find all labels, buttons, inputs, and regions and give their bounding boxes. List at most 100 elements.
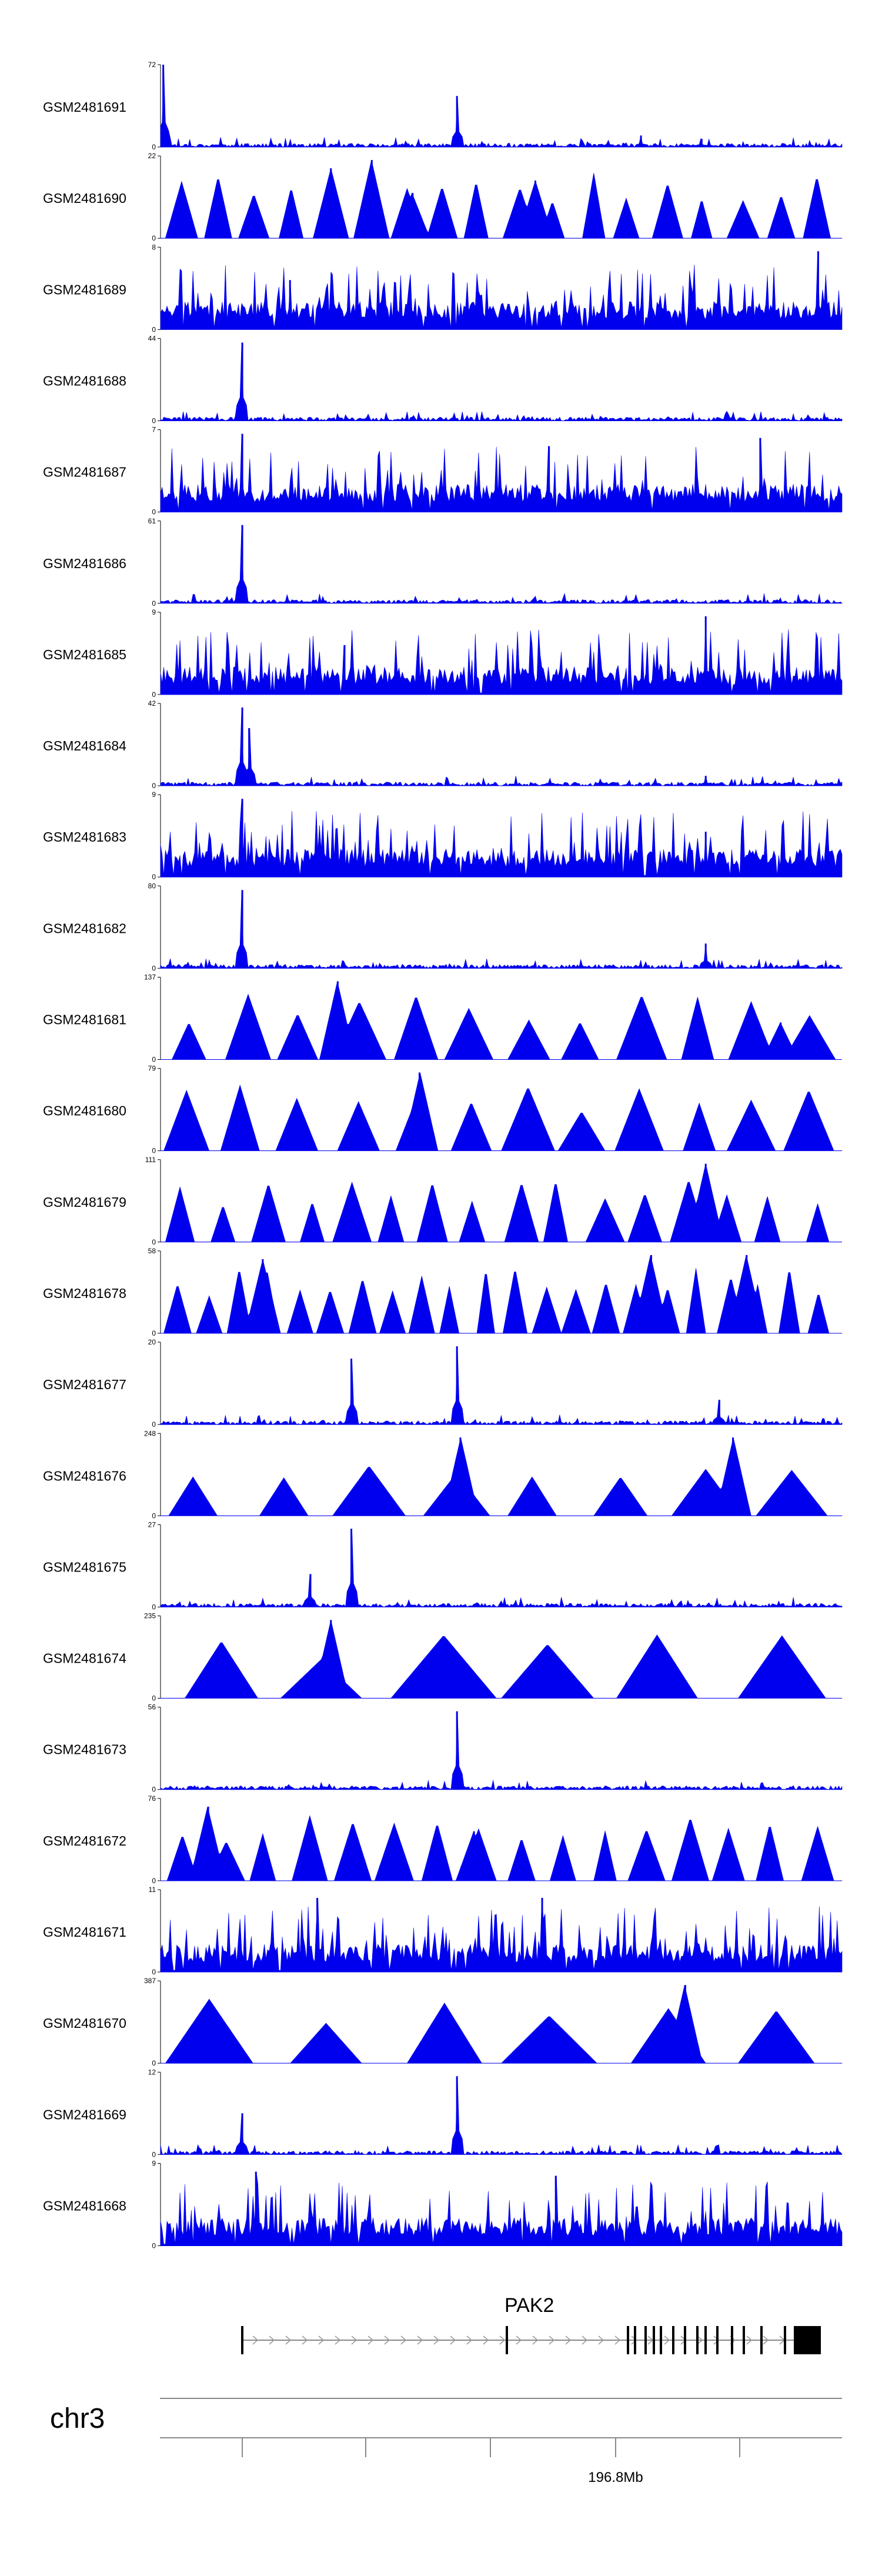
coverage-area	[160, 1806, 843, 1881]
y-tick-label-max: 61	[148, 517, 156, 525]
coverage-track: GSM2481669 12 0	[43, 2068, 843, 2158]
track-label: GSM2481680	[43, 1103, 126, 1119]
y-tick-label-min: 0	[152, 1877, 156, 1885]
y-tick-label-max: 137	[144, 973, 156, 982]
gene-exon	[784, 2326, 786, 2354]
y-tick-label-max: 248	[144, 1429, 156, 1437]
y-tick-label-max: 20	[148, 1338, 156, 1346]
strand-chevron	[368, 2335, 374, 2345]
strand-chevron	[549, 2335, 555, 2345]
track-label: GSM2481686	[43, 556, 126, 571]
coverage-area	[160, 251, 843, 330]
coverage-track: GSM2481675 27 0	[43, 1520, 843, 1611]
y-tick-label-min: 0	[152, 1786, 156, 1794]
y-tick-label-max: 22	[148, 152, 156, 160]
track-label: GSM2481674	[43, 1651, 126, 1666]
y-tick-label-max: 58	[148, 1247, 156, 1255]
strand-chevron	[483, 2335, 489, 2345]
coverage-area	[160, 707, 843, 786]
y-tick-label-max: 11	[149, 1886, 156, 1894]
strand-chevron	[351, 2335, 358, 2345]
y-tick-label-min: 0	[152, 599, 156, 608]
coverage-area	[160, 1529, 843, 1608]
coverage-track: GSM2481686 61 0	[43, 517, 843, 608]
y-tick-label-max: 76	[148, 1794, 156, 1803]
track-label: GSM2481687	[43, 465, 126, 480]
coverage-track: GSM2481681 137 0	[43, 973, 842, 1064]
strand-chevron	[746, 2335, 753, 2345]
strand-chevron	[335, 2335, 341, 2345]
coverage-area	[160, 799, 843, 877]
coverage-area	[160, 64, 843, 148]
y-tick-label-max: 42	[148, 699, 156, 708]
y-tick-label-min: 0	[152, 1603, 156, 1611]
y-tick-label-max: 56	[148, 1703, 156, 1711]
coverage-track: GSM2481674 235 0	[43, 1612, 843, 1703]
track-label: GSM2481668	[43, 2198, 126, 2213]
strand-chevron	[285, 2335, 292, 2345]
coverage-track: GSM2481676 248 0	[43, 1429, 843, 1520]
strand-chevron	[516, 2335, 522, 2345]
track-label: GSM2481672	[43, 1833, 126, 1848]
chromosome-label: chr3	[50, 2403, 105, 2434]
y-tick-label-max: 72	[148, 61, 156, 69]
gene-exon	[653, 2326, 655, 2354]
coverage-area	[160, 160, 843, 239]
y-tick-label-max: 9	[152, 2159, 156, 2167]
y-tick-label-max: 387	[144, 1977, 156, 1985]
track-label: GSM2481677	[43, 1377, 126, 1392]
y-tick-label-min: 0	[152, 2241, 156, 2250]
coverage-area	[160, 1985, 843, 2064]
coverage-track: GSM2481683 9 0	[43, 790, 843, 881]
gene-exon	[716, 2326, 719, 2354]
y-tick-label-max: 9	[152, 790, 156, 799]
coverage-track: GSM2481682 80 0	[43, 882, 843, 972]
gene-utr-block	[794, 2326, 821, 2354]
gene-exon	[731, 2326, 733, 2354]
gene-exon	[704, 2326, 707, 2354]
coverage-area	[160, 1620, 843, 1699]
coverage-area	[160, 2171, 843, 2246]
track-label: GSM2481671	[43, 1924, 126, 1940]
coverage-area	[160, 525, 843, 604]
coverage-track: GSM2481687 7 0	[43, 426, 843, 516]
strand-chevron	[302, 2335, 308, 2345]
coordinate-scale: 196.8Mb	[242, 2438, 740, 2485]
track-label: GSM2481689	[43, 282, 126, 297]
track-label: GSM2481681	[43, 1012, 126, 1027]
strand-chevron	[318, 2335, 325, 2345]
strand-chevron	[252, 2335, 259, 2345]
coverage-track: GSM2481678 58 0	[43, 1247, 843, 1337]
strand-chevron	[532, 2335, 539, 2345]
coverage-area	[160, 1072, 843, 1151]
y-tick-label-min: 0	[152, 508, 156, 516]
coverage-area	[160, 1711, 843, 1790]
strand-chevron	[614, 2335, 621, 2345]
y-tick-label-min: 0	[152, 1238, 156, 1246]
strand-chevron	[400, 2335, 407, 2345]
y-tick-label-max: 80	[148, 882, 156, 890]
y-tick-label-min: 0	[152, 325, 156, 333]
coverage-area	[161, 981, 842, 1060]
y-tick-label-max: 235	[144, 1612, 156, 1620]
strand-chevron	[417, 2335, 423, 2345]
y-tick-label-min: 0	[152, 873, 156, 881]
y-tick-label-max: 8	[152, 243, 156, 251]
gene-exon	[627, 2326, 629, 2354]
coverage-track: GSM2481670 387 0	[43, 1977, 843, 2067]
y-tick-label-min: 0	[152, 143, 156, 151]
coverage-track: GSM2481671 11 0	[43, 1886, 843, 1976]
coverage-area	[160, 342, 843, 422]
track-label: GSM2481691	[43, 99, 126, 115]
coverage-area	[160, 1346, 843, 1425]
y-tick-label-min: 0	[152, 234, 156, 242]
strand-chevron	[450, 2335, 456, 2345]
track-label: GSM2481675	[43, 1559, 126, 1574]
track-label: GSM2481688	[43, 373, 126, 388]
gene-exon	[634, 2326, 636, 2354]
y-tick-label-max: 111	[145, 1156, 156, 1164]
coverage-track: GSM2481679 111 0	[43, 1156, 842, 1246]
gene-exon	[760, 2326, 763, 2354]
strand-chevron	[697, 2335, 703, 2345]
